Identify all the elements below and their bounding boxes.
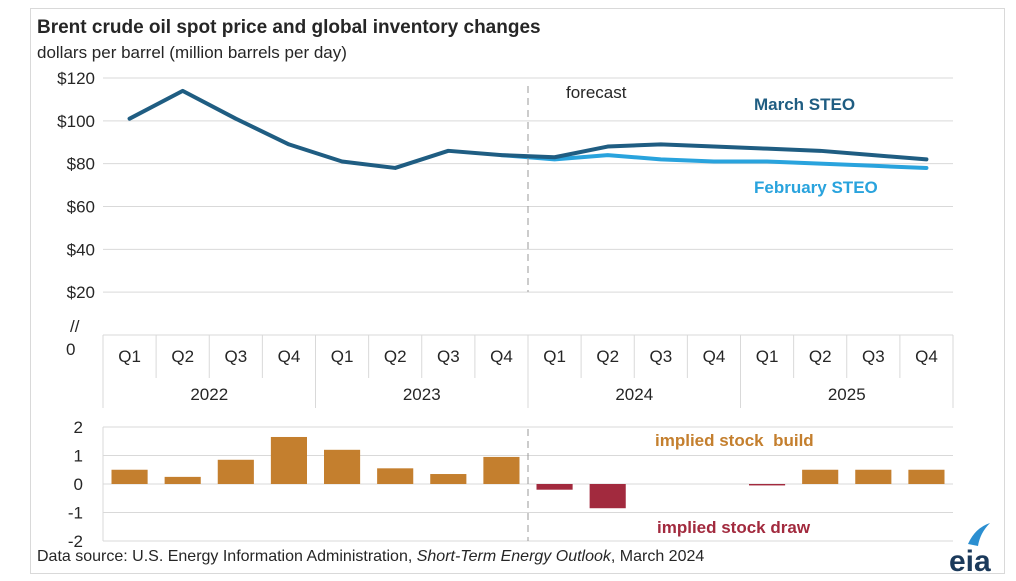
quarter-label: Q2: [809, 347, 832, 366]
year-label: 2023: [403, 385, 441, 404]
year-label: 2025: [828, 385, 866, 404]
y-tick-label-top: $120: [57, 69, 95, 88]
series-line-february-steo: [499, 153, 929, 170]
quarter-label: Q3: [649, 347, 672, 366]
legend-march-steo: March STEO: [754, 95, 855, 114]
bar-stock-build: [377, 468, 414, 484]
bar-stock-build: [164, 476, 201, 484]
quarter-label: Q3: [437, 347, 460, 366]
bar-stock-build: [324, 449, 361, 484]
bar-stock-build: [908, 469, 945, 484]
y-axis-zero-label: 0: [66, 340, 75, 359]
chart-title: Brent crude oil spot price and global in…: [37, 17, 541, 38]
bar-stock-build: [855, 469, 892, 484]
chart-frame: [30, 8, 1005, 574]
y-tick-label-top: $20: [67, 283, 95, 302]
source-suffix: , March 2024: [610, 548, 705, 565]
quarter-label: Q1: [118, 347, 141, 366]
y-tick-label-top: $80: [67, 155, 95, 174]
y-tick-label-bottom: 0: [74, 475, 83, 494]
y-tick-label-bottom: -1: [68, 504, 83, 523]
bar-stock-draw: [536, 484, 573, 490]
year-label: 2022: [190, 385, 228, 404]
eia-logo-swoosh: [968, 523, 990, 546]
quarter-label: Q4: [278, 347, 301, 366]
y-tick-label-bottom: -2: [68, 532, 83, 551]
quarter-label: Q3: [862, 347, 885, 366]
eia-logo-text: eia: [949, 545, 991, 578]
quarter-label: Q3: [224, 347, 247, 366]
quarter-label: Q2: [171, 347, 194, 366]
bar-stock-draw: [749, 484, 786, 486]
source-publication: Short-Term Energy Outlook: [416, 548, 611, 565]
y-axis-break: //: [70, 317, 80, 336]
chart-subtitle: dollars per barrel (million barrels per …: [37, 43, 347, 62]
y-tick-label-top: $100: [57, 112, 95, 131]
bar-stock-draw: [589, 484, 626, 509]
series-line-march-steo: [127, 88, 929, 170]
bar-stock-build: [111, 469, 148, 484]
quarter-label: Q1: [331, 347, 354, 366]
bar-stock-build: [483, 456, 520, 484]
bar-stock-build: [270, 436, 307, 484]
y-tick-label-bottom: 2: [74, 418, 83, 437]
year-label: 2024: [615, 385, 653, 404]
eia-logo: eia: [949, 523, 991, 578]
quarter-label: Q4: [915, 347, 938, 366]
bar-stock-build: [430, 474, 467, 484]
source-prefix: Data source: U.S. Energy Information Adm…: [37, 548, 417, 565]
y-tick-label-top: $60: [67, 198, 95, 217]
legend-february-steo: February STEO: [754, 178, 878, 197]
y-tick-label-top: $40: [67, 240, 95, 259]
forecast-annotation: forecast: [566, 83, 627, 102]
implied-stock-build-annotation: implied stock build: [655, 431, 814, 450]
quarter-label: Q2: [596, 347, 619, 366]
y-tick-label-bottom: 1: [74, 447, 83, 466]
quarter-label: Q1: [756, 347, 779, 366]
quarter-label: Q1: [543, 347, 566, 366]
quarter-label: Q4: [703, 347, 726, 366]
quarter-label: Q2: [384, 347, 407, 366]
implied-stock-draw-annotation: implied stock draw: [657, 518, 811, 537]
bar-stock-build: [802, 469, 839, 484]
bar-stock-build: [217, 459, 254, 484]
quarter-label: Q4: [490, 347, 513, 366]
data-source-note: Data source: U.S. Energy Information Adm…: [37, 548, 704, 566]
